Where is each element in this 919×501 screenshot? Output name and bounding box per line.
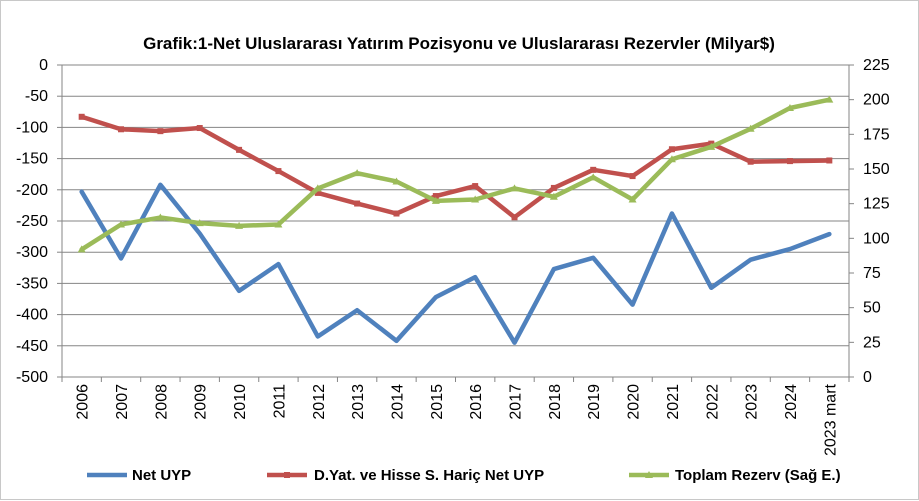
x-tick-label: 2010 [232, 384, 249, 420]
x-tick-label: 2006 [75, 384, 92, 420]
y-left-tick-label: -150 [16, 151, 48, 168]
x-tick-label: 2023 [744, 384, 761, 420]
series-marker [313, 184, 322, 192]
y-right-tick-label: 100 [863, 230, 890, 247]
series-marker [156, 213, 165, 221]
x-tick-label: 2014 [389, 384, 406, 420]
series-marker [117, 220, 126, 228]
series-marker [78, 113, 85, 120]
x-tick-label: 2009 [193, 384, 210, 420]
series-marker [236, 146, 243, 153]
x-tick-label: 2023 mart [822, 383, 839, 456]
series-marker [590, 166, 597, 173]
y-right-tick-label: 50 [863, 300, 881, 317]
series-marker [354, 200, 361, 207]
series-marker [235, 221, 244, 229]
y-right-tick-label: 225 [863, 57, 890, 74]
legend-marker [284, 472, 290, 478]
series-marker [471, 195, 480, 203]
gridlines [62, 64, 849, 347]
y-left-tick-label: -250 [16, 213, 48, 230]
series-marker [196, 125, 203, 132]
series-marker [549, 192, 558, 200]
x-tick-label: 2017 [508, 384, 525, 420]
series-marker [157, 128, 164, 135]
y-left-tick-label: -500 [16, 369, 48, 386]
x-tick-label: 2007 [114, 384, 131, 420]
series-marker [77, 245, 86, 253]
x-tick-label: 2020 [626, 384, 643, 420]
x-tick-label: 2016 [468, 384, 485, 420]
series-marker [747, 158, 754, 165]
x-tick-label: 2021 [665, 384, 682, 420]
series-line [79, 97, 832, 252]
series-marker [432, 193, 439, 200]
series-marker [511, 214, 518, 221]
y-right-tick-label: 175 [863, 126, 890, 143]
series-marker [825, 95, 834, 103]
y-right-tick-label: 125 [863, 196, 890, 213]
legend-marker [645, 471, 653, 478]
x-tick-label: 2018 [547, 384, 564, 420]
y-right-tick-label: 200 [863, 92, 890, 109]
series-marker [392, 177, 401, 185]
series-marker [707, 142, 716, 150]
x-tick-label: 2019 [586, 384, 603, 420]
y-left-tick-label: -350 [16, 275, 48, 292]
series-marker [353, 169, 362, 177]
chart-title: Grafik:1-Net Uluslararası Yatırım Pozisy… [143, 34, 775, 53]
series-marker [118, 126, 125, 133]
x-tick-label: 2008 [153, 384, 170, 420]
series-marker [628, 195, 637, 203]
series-marker [431, 196, 440, 204]
series-marker [195, 219, 204, 227]
series-marker [668, 146, 675, 153]
series-marker [667, 155, 676, 163]
y-left-tick-label: -50 [25, 88, 48, 105]
legend-label: D.Yat. ve Hisse S. Hariç Net UYP [314, 467, 544, 484]
series-line [79, 114, 832, 220]
y-left-tick-label: -400 [16, 307, 48, 324]
legend-label: Toplam Rezerv (Sağ E.) [675, 467, 841, 484]
series-lines [77, 95, 834, 345]
series-marker [393, 210, 400, 217]
x-tick-label: 2022 [704, 384, 721, 420]
y-left-tick-label: -100 [16, 119, 48, 136]
x-tick-label: 2024 [783, 384, 800, 420]
y-right-tick-label: 150 [863, 161, 890, 178]
legend-label: Net UYP [132, 467, 191, 484]
series-marker [746, 124, 755, 132]
series-marker [629, 173, 636, 180]
x-tick-label: 2013 [350, 384, 367, 420]
axes: 0 -50 -100 -150 -200 -250 -300 -350 -400 -450 -500… [16, 57, 890, 456]
series-marker [314, 189, 321, 196]
series-line [79, 182, 832, 345]
series-marker [589, 173, 598, 181]
legend: Net UYP D.Yat. ve Hisse S. Hariç Net UYP T… [87, 467, 841, 484]
y-left-tick-label: -300 [16, 244, 48, 261]
y-right-tick-label: 25 [863, 334, 881, 351]
series-marker [510, 184, 519, 192]
series-marker [472, 183, 479, 190]
series-marker [550, 184, 557, 191]
y-left-tick-label: 0 [39, 57, 48, 74]
y-right-tick-label: 75 [863, 265, 881, 282]
y-right-tick-label: 0 [863, 369, 872, 386]
y-left-tick-label: -200 [16, 182, 48, 199]
x-tick-label: 2012 [311, 384, 328, 420]
series-marker [826, 157, 833, 164]
x-tick-label: 2011 [271, 384, 288, 419]
series-marker [785, 103, 794, 111]
x-tick-label: 2015 [429, 384, 446, 420]
series-marker [786, 158, 793, 165]
series-marker [275, 168, 282, 175]
series-marker [274, 220, 283, 228]
y-left-tick-label: -450 [16, 338, 48, 355]
